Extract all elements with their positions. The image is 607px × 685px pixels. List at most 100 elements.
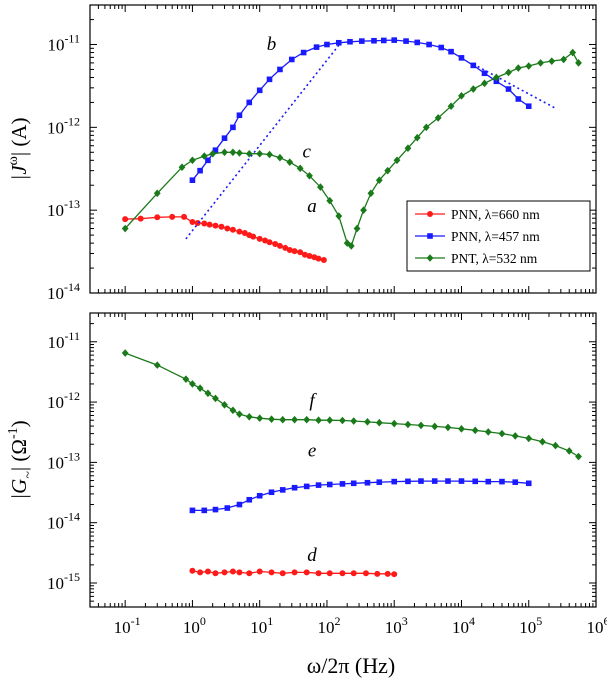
series-f-point [565,447,573,455]
series-c-point [286,158,294,166]
series-c-point [360,206,367,214]
series-d-point [374,570,381,577]
series-a-point [306,252,313,259]
series-b-line [191,39,530,181]
series-a-point [320,257,327,264]
bottom-x-tick-label: 102 [317,614,340,637]
series-a-point [276,242,283,249]
series-f-point [575,452,582,461]
series-a-point [286,247,293,254]
series-f-point [375,418,383,427]
series-b-point [347,38,353,45]
series-e-point [268,489,275,496]
series-f-point [326,416,334,425]
series-b-point [189,177,196,184]
series-c-point [306,172,313,180]
series-c-point [569,48,577,57]
top-series-group [121,37,582,264]
series-b-point [391,37,398,43]
series-b-point [256,87,263,94]
series-c-point [317,183,324,191]
series-c-point [447,102,455,111]
series-b-point [313,44,320,50]
series-f-point [339,416,346,425]
series-f-line [124,352,579,458]
series-a-point [194,220,201,227]
series-f-point [121,349,129,357]
series-c-point [514,64,522,72]
series-c-point [375,176,383,185]
series-c-point [481,79,488,88]
legend-label-a: PNN, λ=660 nm [451,207,540,222]
series-a-point [236,228,243,235]
bottom-y-tick-label: 10-14 [47,510,80,533]
series-a-point [301,251,308,258]
series-b-point [438,44,445,51]
series-b-point [470,62,477,69]
series-f-point [552,441,559,450]
x-axis-title: ω/2π (Hz) [307,653,396,678]
series-a-point [250,233,257,240]
series-d-point [279,570,286,577]
series-a-point [272,241,279,248]
series-a-point [297,249,304,256]
series-c-point [560,55,568,64]
series-c-point [469,85,477,93]
series-c-point [200,152,208,160]
series-b-point [212,147,219,153]
x-axis-label: ω/2π (Hz) [307,653,396,678]
series-b-point [371,37,377,44]
series-d-point [246,570,253,577]
legend-label-c: PNT, λ=532 nm [451,251,538,266]
series-d-point [384,570,391,577]
top-y-tick-label: 10-14 [47,280,80,303]
series-b-point [380,37,387,44]
series-e-point [405,478,411,485]
series-e-point [458,478,465,484]
bottom-y-axis-title: |G~| (Ω-1) [6,420,36,499]
bottom-y-tick-label: 10-12 [47,389,80,412]
series-c-point [575,59,582,67]
series-f-point [189,380,196,388]
series-d-point [315,570,322,577]
series-b-point [277,66,283,73]
series-f-point [229,406,237,415]
series-d-point [189,567,196,574]
series-f-point [236,410,243,418]
series-a-point [181,213,188,220]
legend-swatch-marker [427,233,433,239]
legend: PNN, λ=660 nm PNN, λ=457 nm PNT, λ=532 nm [406,200,591,272]
series-f-point [221,401,228,409]
series-c-point [525,62,533,70]
series-b-point [403,38,409,44]
series-d-point [391,571,398,578]
series-c-point [393,156,401,165]
series-f-point [212,394,219,403]
series-e-point [391,478,398,485]
series-f-point [525,434,533,443]
series-b-point [324,41,330,48]
series-c-point [367,189,375,198]
series-c-point [266,150,273,159]
curve-label-e: e [308,441,316,462]
series-f-point [431,422,439,431]
series-e-point [236,501,243,508]
series-d-point [268,569,275,576]
bottom-plot-frame [89,312,597,608]
series-e-point [201,507,208,514]
curve-label-c: c [302,142,311,163]
bottom-y-tick-label: 10-11 [47,329,80,352]
series-d-point [362,570,369,577]
series-d-point [221,569,228,576]
series-c-point [492,73,500,82]
series-d-point [204,568,211,575]
series-b-point [335,39,342,46]
bottom-series-group [121,349,582,578]
bottom-x-tick-label: 104 [452,614,475,637]
series-c-point [121,224,129,233]
series-c-point [434,114,442,122]
series-b-point [236,112,243,119]
series-e-point [445,478,451,484]
series-f-point [417,421,425,430]
